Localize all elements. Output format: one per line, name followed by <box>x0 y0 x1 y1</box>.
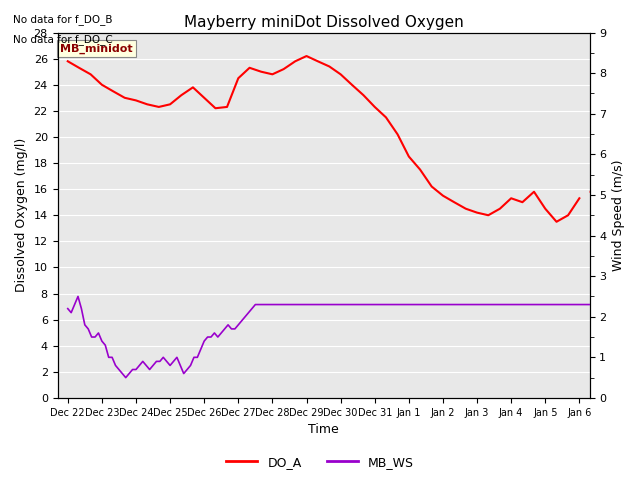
Legend: DO_A, MB_WS: DO_A, MB_WS <box>221 451 419 474</box>
Title: Mayberry miniDot Dissolved Oxygen: Mayberry miniDot Dissolved Oxygen <box>184 15 463 30</box>
Y-axis label: Wind Speed (m/s): Wind Speed (m/s) <box>612 159 625 271</box>
Text: No data for f_DO_C: No data for f_DO_C <box>13 34 113 45</box>
Text: No data for f_DO_B: No data for f_DO_B <box>13 14 112 25</box>
X-axis label: Time: Time <box>308 423 339 436</box>
Y-axis label: Dissolved Oxygen (mg/l): Dissolved Oxygen (mg/l) <box>15 138 28 292</box>
Text: MB_minidot: MB_minidot <box>60 44 133 54</box>
